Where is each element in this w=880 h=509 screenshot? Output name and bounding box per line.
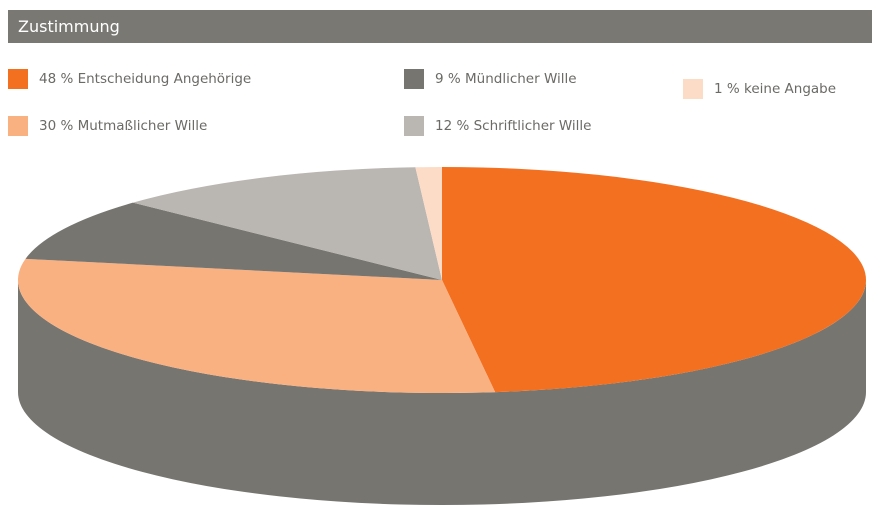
- legend-swatch: [8, 116, 28, 136]
- pie-side-wall: [18, 280, 866, 505]
- chart-header-bar: Zustimmung: [8, 10, 872, 43]
- pie-slice-1: [17, 258, 496, 393]
- legend-label: 30 % Mutmaßlicher Wille: [39, 118, 208, 134]
- pie-slice-4: [415, 167, 442, 280]
- legend-label: 48 % Entscheidung Angehörige: [39, 71, 252, 87]
- legend-label: 12 % Schriftlicher Wille: [435, 118, 592, 134]
- pie-slice-0: [442, 167, 866, 393]
- legend-swatch: [404, 116, 424, 136]
- legend-label: 9 % Mündlicher Wille: [435, 71, 577, 87]
- chart-title: Zustimmung: [18, 17, 120, 36]
- legend-swatch: [683, 79, 703, 99]
- legend-swatch: [404, 69, 424, 89]
- legend-swatch: [8, 69, 28, 89]
- legend-label: 1 % keine Angabe: [714, 81, 837, 97]
- pie-slice-2: [25, 202, 443, 280]
- pie-slice-3: [132, 167, 442, 280]
